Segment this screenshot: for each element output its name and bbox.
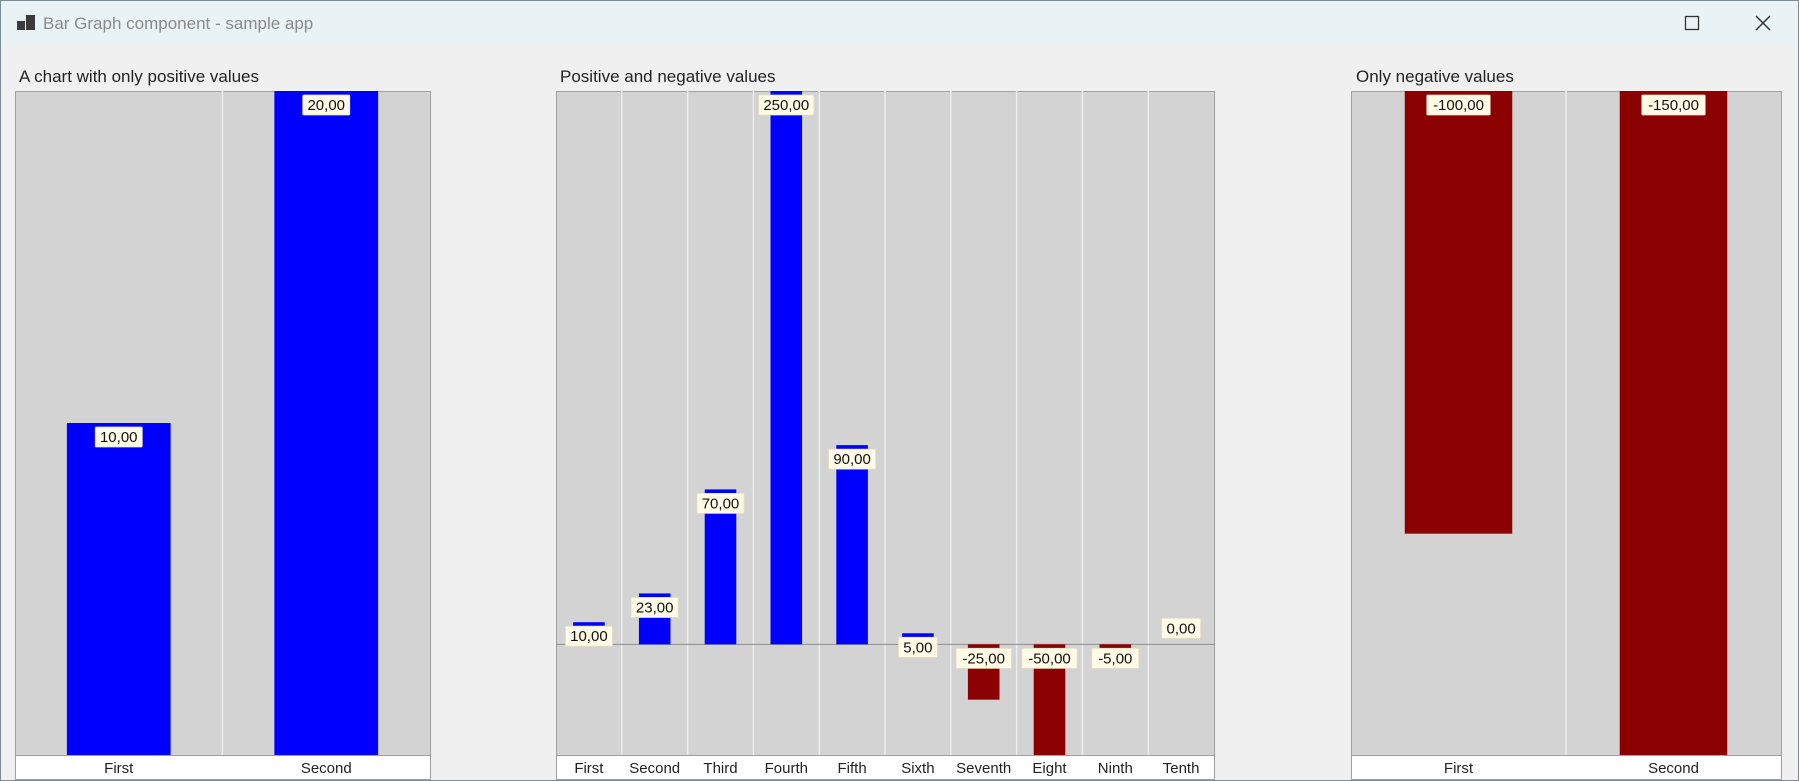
chart-3-title: Only negative values (1356, 67, 1514, 86)
value-label-box (758, 94, 815, 116)
category-label: Eight (1032, 760, 1067, 777)
app-icon (17, 15, 35, 31)
value-label-box (302, 94, 351, 116)
chart-positive: 10,00 First 20,00 Second (15, 91, 431, 780)
value-label: 5,00 (903, 639, 932, 656)
bar-first (66, 423, 171, 755)
close-button[interactable] (1728, 1, 1798, 45)
category-label: First (1444, 760, 1474, 777)
value-label: -5,00 (1098, 650, 1132, 667)
maximize-button[interactable] (1657, 1, 1727, 45)
value-label-box (1426, 94, 1491, 116)
category-label: Seventh (956, 760, 1011, 777)
maximize-icon (1684, 15, 1700, 31)
title-bar[interactable]: Bar Graph component - sample app (1, 1, 1798, 45)
value-label: 23,00 (636, 599, 674, 616)
value-label-box (955, 647, 1012, 669)
category-label: Second (301, 760, 352, 777)
value-label: 70,00 (702, 495, 740, 512)
category-axis (1351, 755, 1782, 780)
value-label: -150,00 (1648, 97, 1699, 114)
chart-1-title: A chart with only positive values (19, 67, 260, 86)
close-icon (1755, 15, 1771, 31)
value-label: 0,00 (1166, 620, 1195, 637)
value-label: -25,00 (962, 650, 1005, 667)
chart-negative: -100,00 First -150,00 Second (1351, 91, 1782, 780)
bar-fifth (836, 445, 868, 645)
value-label: 20,00 (307, 97, 345, 114)
bar-first (1404, 91, 1513, 534)
category-label: Sixth (901, 760, 934, 777)
value-label: 250,00 (763, 97, 809, 114)
bar-second (274, 91, 379, 755)
category-label: Fifth (838, 760, 867, 777)
value-label: 10,00 (100, 429, 138, 446)
bar-fourth (770, 91, 803, 645)
value-label-box (1641, 94, 1706, 116)
category-label: First (104, 760, 134, 777)
value-label-box (94, 426, 143, 448)
value-label: -100,00 (1433, 97, 1484, 114)
chart-2-title: Positive and negative values (560, 67, 776, 86)
value-label: -50,00 (1028, 650, 1071, 667)
category-label: Third (703, 760, 737, 777)
value-label-box (564, 625, 613, 647)
category-axis (15, 755, 431, 780)
category-label: Second (1648, 760, 1699, 777)
value-label-box (828, 448, 877, 470)
value-label-box (1021, 647, 1078, 669)
chart-mixed: 10,00 First 23,00 Second 70,00 Third 250,00 Fou… (556, 91, 1215, 780)
category-label: First (574, 760, 604, 777)
category-label: Ninth (1098, 760, 1133, 777)
value-label-box (696, 492, 745, 514)
value-label-box (898, 636, 938, 658)
bar-third (704, 489, 737, 645)
value-label-box (1091, 647, 1140, 669)
window-title: Bar Graph component - sample app (43, 14, 314, 33)
value-label: 10,00 (570, 628, 608, 645)
value-label-box (1161, 617, 1201, 639)
category-axis (556, 755, 1215, 780)
category-label: Second (629, 760, 680, 777)
value-label-box (630, 597, 679, 618)
category-label: Tenth (1163, 760, 1200, 777)
bar-second (1619, 91, 1728, 755)
category-label: Fourth (765, 760, 808, 777)
value-label: 90,00 (833, 451, 871, 468)
